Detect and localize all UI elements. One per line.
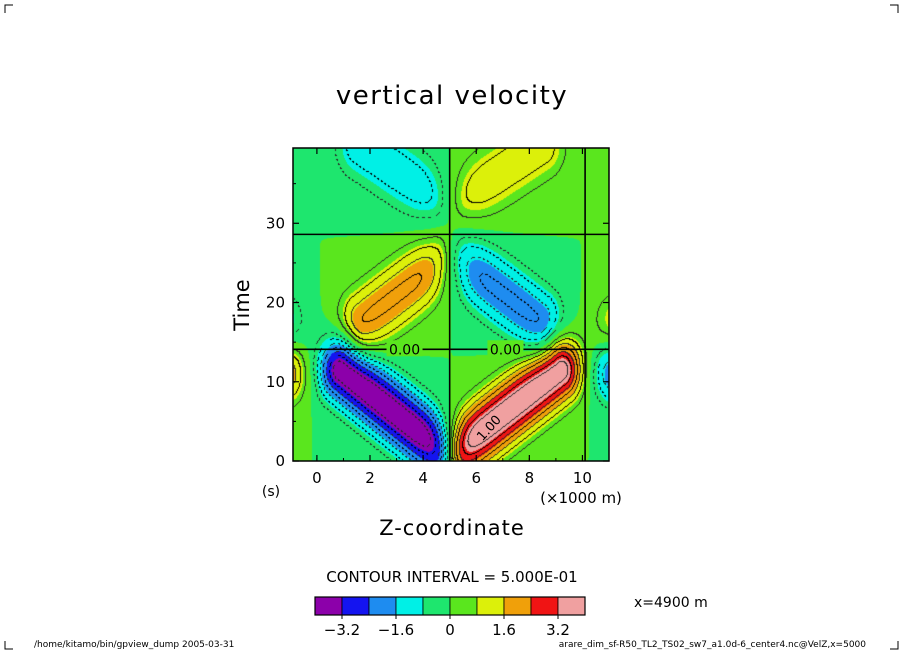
x-unit-label: (×1000 m) [540,489,622,507]
x-axis: 0 2 4 6 8 10 [312,148,610,487]
colorbar: −3.2 −1.6 0 1.6 3.2 [314,596,586,639]
y-unit-label: (s) [262,484,280,500]
y-tick-label: 20 [266,294,285,312]
colorbar-swatch [530,596,559,616]
contour-interval-label: CONTOUR INTERVAL = 5.000E-01 [326,568,577,586]
x-tick-label: 4 [418,469,428,487]
velocity-field [293,148,609,461]
colorbar-tick-label: 0 [445,621,455,639]
y-tick-label: 0 [275,452,285,470]
colorbar-swatch [476,596,505,616]
y-tick-label: 10 [266,373,285,391]
y-axis: 0 10 20 30 [266,183,609,470]
colorbar-swatch [341,596,370,616]
x-tick-label: 0 [312,469,322,487]
contour-label-bg [487,340,524,357]
colorbar-tick-label: 1.6 [492,621,516,639]
x-tick-label: 2 [365,469,375,487]
contour-label: 0.00 [490,342,521,358]
colorbar-swatch [395,596,424,616]
plot-area: 0.00 0.001.00 [292,147,610,462]
colorbar-swatch [314,596,343,616]
colorbar-tick-label: −3.2 [324,621,360,639]
crop-marks [4,4,899,650]
side-label: x=4900 m [634,595,708,611]
plot-frame [292,147,610,462]
x-tick-label: 8 [525,469,535,487]
contour-label-bg [386,340,423,357]
colorbar-tick-label: 3.2 [546,621,570,639]
footer-right: arare_dim_sf-R50_TL2_TS02_sw7_a1.0d-6_ce… [558,640,866,650]
colorbar-swatch [449,596,478,616]
colorbar-swatch [503,596,532,616]
colorbar-tick-label: −1.6 [378,621,414,639]
crop-mark-bottom-left [4,641,13,650]
contour-label: 0.00 [389,342,420,358]
chart-title: vertical velocity [336,81,568,111]
y-tick-label: 30 [266,214,285,232]
x-tick-label: 10 [573,469,592,487]
footer-left: /home/kitamo/bin/gpview_dump 2005-03-31 [34,640,235,650]
crop-mark-top-right [890,4,899,13]
crop-mark-bottom-right [890,641,899,650]
x-tick-label: 6 [471,469,481,487]
colorbar-swatch [368,596,397,616]
y-axis-label: Time [230,279,254,331]
x-axis-label: Z-coordinate [379,516,525,540]
colorbar-swatch [422,596,451,616]
colorbar-swatch [557,596,586,616]
crop-mark-top-left [4,4,13,13]
